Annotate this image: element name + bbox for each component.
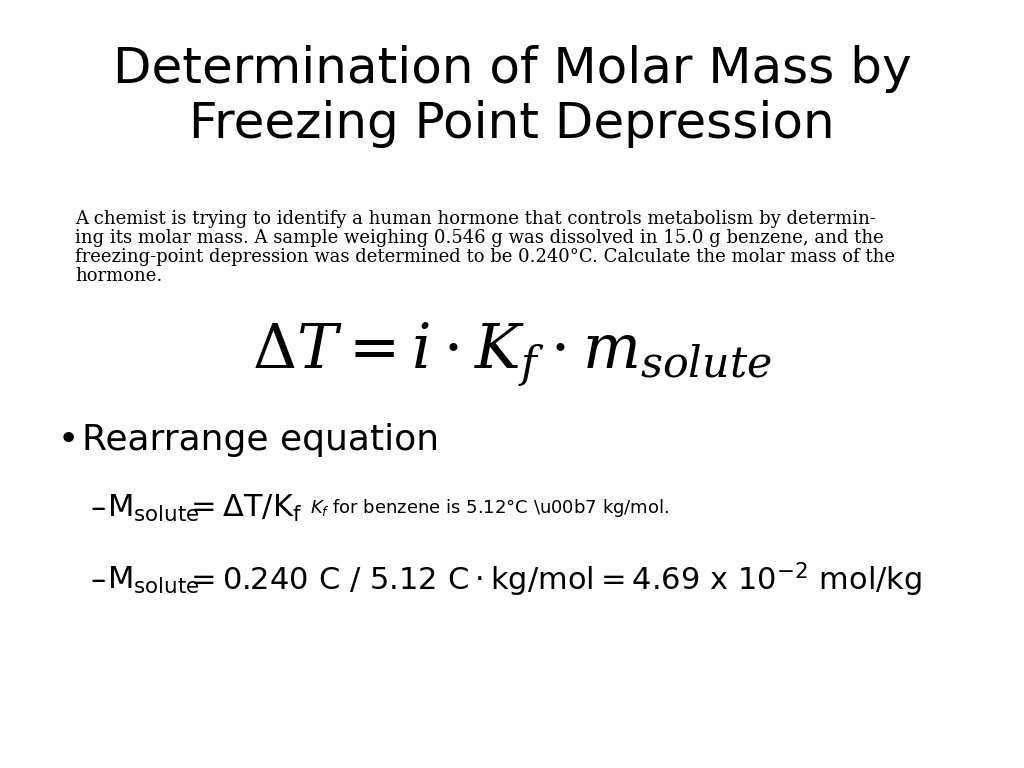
- Text: Freezing Point Depression: Freezing Point Depression: [189, 100, 835, 148]
- Text: freezing-point depression was determined to be 0.240°C. Calculate the molar mass: freezing-point depression was determined…: [75, 248, 895, 266]
- Text: $\mathregular{M}_{\mathregular{solute}}$: $\mathregular{M}_{\mathregular{solute}}$: [106, 564, 200, 595]
- Text: $\Delta T = i \cdot K_{f} \cdot m_{\mathit{solute}}$: $\Delta T = i \cdot K_{f} \cdot m_{\math…: [252, 321, 772, 389]
- Text: Rearrange equation: Rearrange equation: [82, 423, 439, 457]
- Text: ing its molar mass. A sample weighing 0.546 g was dissolved in 15.0 g benzene, a: ing its molar mass. A sample weighing 0.…: [75, 229, 884, 247]
- Text: A chemist is trying to identify a human hormone that controls metabolism by dete: A chemist is trying to identify a human …: [75, 210, 876, 228]
- Text: $\mathregular{M}_{\mathregular{solute}}$: $\mathregular{M}_{\mathregular{solute}}$: [106, 492, 200, 524]
- Text: $= \Delta\mathregular{T}/\mathregular{K}_{\mathregular{f}}$: $= \Delta\mathregular{T}/\mathregular{K}…: [185, 492, 302, 524]
- Text: –: –: [90, 565, 105, 594]
- Text: Determination of Molar Mass by: Determination of Molar Mass by: [113, 45, 911, 93]
- Text: •: •: [58, 423, 79, 457]
- Text: $= 0.240\ \mathregular{C}\ /\ 5.12\ \mathregular{C} \cdot \mathregular{kg/mol} =: $= 0.240\ \mathregular{C}\ /\ 5.12\ \mat…: [185, 561, 922, 599]
- Text: $\mathit{K_f}$ for benzene is 5.12°C \u00b7 kg/mol.: $\mathit{K_f}$ for benzene is 5.12°C \u0…: [310, 497, 670, 519]
- Text: hormone.: hormone.: [75, 267, 162, 285]
- Text: –: –: [90, 494, 105, 522]
